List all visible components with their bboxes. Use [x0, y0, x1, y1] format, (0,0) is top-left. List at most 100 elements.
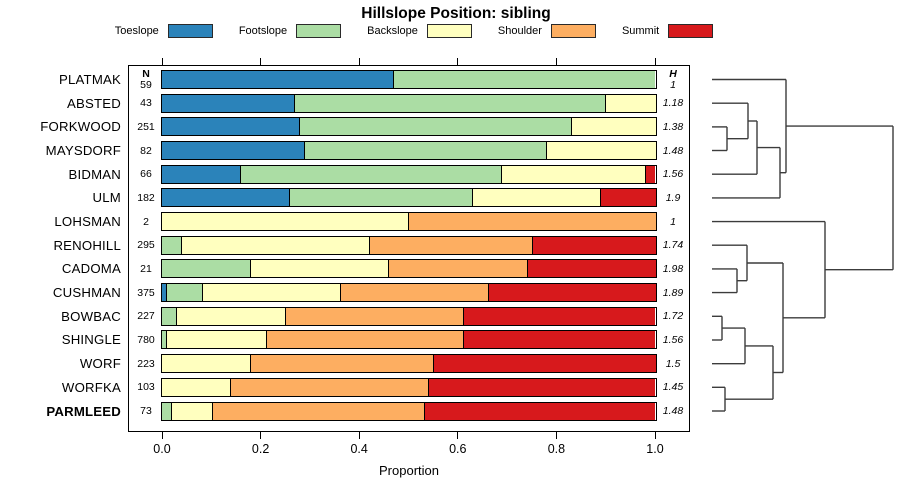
bar-segment-shoulder — [250, 355, 434, 373]
bar-segment-backslope — [546, 142, 656, 160]
bar-segment-toeslope — [161, 284, 167, 302]
n-value: 43 — [140, 97, 152, 110]
n-value: 182 — [137, 191, 155, 204]
axis-tick-label: 1.0 — [646, 442, 664, 456]
h-value: 1.45 — [662, 381, 684, 394]
bar-segment-summit — [463, 307, 656, 325]
legend-label: Summit — [621, 25, 660, 37]
bar-segment-toeslope — [161, 118, 300, 136]
legend-label: Footslope — [238, 25, 288, 37]
legend-label: Backslope — [367, 25, 418, 37]
bar-segment-toeslope — [161, 165, 241, 183]
bar-segment-backslope — [471, 189, 601, 207]
legend-label: Toeslope — [114, 25, 159, 37]
series-label: CUSHMAN — [52, 285, 121, 301]
legend-item: Backslope — [367, 24, 472, 38]
bar-segment-footslope — [240, 165, 502, 183]
axis-tick-top — [555, 58, 558, 65]
axis-tick-label: 0.2 — [251, 442, 270, 456]
series-label: MAYSDORF — [45, 143, 121, 159]
bar-row — [160, 330, 657, 350]
bar-segment-backslope — [605, 94, 656, 112]
n-value: 73 — [140, 405, 152, 418]
bar-row — [160, 188, 657, 208]
legend-swatch — [668, 24, 714, 38]
h-value: 1.56 — [662, 333, 684, 346]
bar-row — [160, 212, 657, 232]
series-label: LOHSMAN — [54, 214, 121, 230]
bar-segment-summit — [423, 402, 656, 420]
legend-swatch — [167, 24, 213, 38]
bar-segment-toeslope — [161, 94, 295, 112]
bar-row — [160, 354, 657, 374]
bar-segment-summit — [433, 355, 656, 373]
bar-row — [160, 259, 657, 279]
axis-tick-bottom — [654, 432, 656, 439]
bar-segment-shoulder — [408, 213, 656, 231]
bar-segment-shoulder — [285, 307, 463, 325]
bar-segment-shoulder — [339, 284, 488, 302]
bar-segment-toeslope — [161, 71, 394, 88]
bar-segment-footslope — [161, 331, 167, 349]
bar-segment-backslope — [181, 236, 369, 254]
bar-segment-shoulder — [211, 402, 424, 420]
bar-segment-summit — [487, 284, 656, 302]
axis-tick-label: 0.4 — [350, 442, 368, 456]
axis-tick-bottom — [260, 432, 262, 439]
series-label: BOWBAC — [61, 308, 121, 324]
axis-tick-top — [260, 58, 262, 65]
bar-row — [160, 70, 657, 89]
bar-segment-backslope — [176, 307, 286, 325]
n-value: 375 — [137, 286, 155, 299]
h-value: 1.98 — [662, 262, 684, 275]
bar-segment-footslope — [289, 189, 472, 207]
bar-segment-footslope — [161, 260, 250, 278]
bar-segment-footslope — [161, 236, 182, 254]
bar-segment-summit — [600, 189, 656, 207]
bar-segment-backslope — [161, 355, 251, 373]
bar-segment-footslope — [166, 284, 202, 302]
axis-tick-bottom — [161, 432, 163, 439]
h-value: 1.74 — [662, 239, 684, 252]
legend-swatch — [550, 24, 596, 38]
bar-row — [160, 164, 657, 184]
bar-segment-footslope — [161, 402, 172, 420]
h-value: 1.9 — [665, 191, 681, 204]
n-value: 295 — [137, 239, 155, 252]
bar-row — [160, 377, 657, 397]
bar-segment-summit — [428, 378, 656, 396]
bar-row — [160, 283, 657, 303]
bar-segment-backslope — [201, 284, 340, 302]
h-value: 1.89 — [662, 286, 684, 299]
legend-swatch — [426, 24, 472, 38]
series-label: ABSTED — [67, 95, 121, 111]
n-value: 227 — [137, 310, 155, 323]
h-column-header: H — [669, 68, 677, 80]
legend-label: Shoulder — [497, 25, 542, 37]
n-value: 21 — [140, 262, 152, 275]
axis-tick-top — [457, 58, 459, 65]
bar-segment-backslope — [570, 118, 656, 136]
plot-box — [128, 65, 690, 432]
bar-segment-footslope — [294, 94, 606, 112]
bar-row — [160, 141, 657, 161]
legend-item: Toeslope — [115, 24, 213, 38]
bar-segment-footslope — [299, 118, 571, 136]
bar-row — [160, 93, 657, 113]
chart-title: Hillslope Position: sibling — [361, 5, 551, 22]
n-value: 82 — [140, 144, 152, 157]
series-label: ULM — [92, 190, 121, 206]
bar-segment-footslope — [304, 142, 547, 160]
n-value: 103 — [137, 381, 155, 394]
axis-tick-top — [358, 58, 360, 65]
h-value: 1.72 — [662, 310, 684, 323]
bar-row — [160, 235, 657, 255]
h-value: 1.56 — [662, 168, 684, 181]
bar-segment-backslope — [501, 165, 645, 183]
bar-segment-shoulder — [265, 331, 463, 349]
n-value: 2 — [143, 215, 149, 228]
series-label: BIDMAN — [68, 166, 121, 182]
